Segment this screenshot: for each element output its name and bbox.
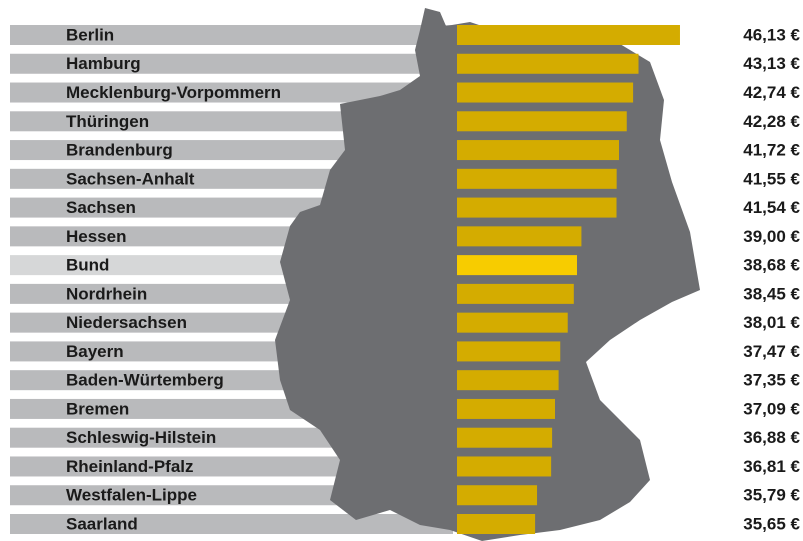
bar <box>457 370 559 391</box>
rows: Berlin 46,13 € Hamburg 43,13 € Mecklenburg-V… <box>66 25 801 534</box>
value-label: 41,55 € <box>743 169 800 188</box>
bar <box>457 514 536 534</box>
bar <box>457 197 617 218</box>
bar <box>457 485 538 506</box>
value-label: 38,45 € <box>743 284 800 303</box>
value-label: 35,79 € <box>743 486 800 505</box>
bar <box>457 398 556 419</box>
bar <box>457 82 634 103</box>
value-label: 37,47 € <box>743 342 800 361</box>
category-label: Niedersachsen <box>66 313 187 332</box>
row-band <box>10 514 453 534</box>
category-label: Bayern <box>66 342 124 361</box>
value-label: 46,13 € <box>743 25 800 44</box>
value-label: 42,28 € <box>743 112 800 131</box>
bar <box>457 53 639 74</box>
category-label: Nordrhein <box>66 284 147 303</box>
bar <box>457 341 561 362</box>
value-label: 38,01 € <box>743 313 800 332</box>
row-band <box>10 53 453 74</box>
value-label: 35,65 € <box>743 514 800 533</box>
value-label: 41,54 € <box>743 198 800 217</box>
category-label: Sachsen <box>66 198 136 217</box>
category-label: Saarland <box>66 514 138 533</box>
category-label: Hessen <box>66 227 126 246</box>
category-label: Schleswig-Hilstein <box>66 428 216 447</box>
bar <box>457 456 552 477</box>
bar <box>457 255 577 276</box>
value-label: 43,13 € <box>743 54 800 73</box>
value-label: 42,74 € <box>743 83 800 102</box>
category-label: Thüringen <box>66 112 149 131</box>
row-band <box>10 82 453 103</box>
value-label: 36,88 € <box>743 428 800 447</box>
value-label: 37,09 € <box>743 399 800 418</box>
value-label: 41,72 € <box>743 141 800 160</box>
bar <box>457 168 617 189</box>
bar <box>457 25 680 45</box>
value-label: 37,35 € <box>743 371 800 390</box>
value-label: 38,68 € <box>743 256 800 275</box>
bar <box>457 283 574 304</box>
category-label: Brandenburg <box>66 141 173 160</box>
category-label: Rheinland-Pfalz <box>66 457 194 476</box>
row-band <box>10 25 453 45</box>
category-label: Berlin <box>66 25 114 44</box>
category-label: Baden-Würtemberg <box>66 371 224 390</box>
bar <box>457 111 627 132</box>
category-label: Hamburg <box>66 54 141 73</box>
category-label: Mecklenburg-Vorpommern <box>66 83 281 102</box>
bar <box>457 427 553 448</box>
category-label: Sachsen-Anhalt <box>66 169 195 188</box>
bar <box>457 312 568 333</box>
value-label: 39,00 € <box>743 227 800 246</box>
category-label: Westfalen-Lippe <box>66 486 197 505</box>
value-label: 36,81 € <box>743 457 800 476</box>
bar <box>457 226 582 247</box>
bar <box>457 140 620 161</box>
category-label: Bund <box>66 256 109 275</box>
category-label: Bremen <box>66 399 129 418</box>
